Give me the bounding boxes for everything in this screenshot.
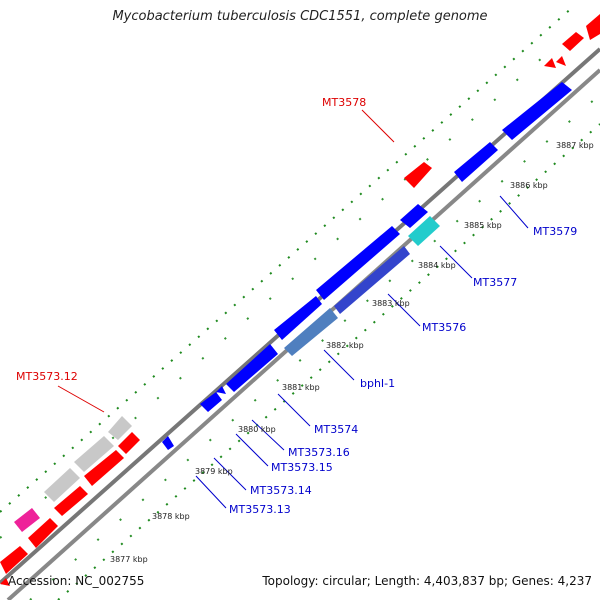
kbp-label: 3881 kbp <box>282 383 320 392</box>
gene-arrow-forward[interactable] <box>28 518 58 548</box>
gene-arrow-forward[interactable] <box>562 32 584 51</box>
outer-guide-line <box>0 5 575 513</box>
kbp-label: 3887 kbp <box>556 141 594 150</box>
gene-arrow-reverse[interactable] <box>274 296 322 340</box>
connector-MT3573-13 <box>195 475 227 509</box>
gene-label-MT3573-16[interactable]: MT3573.16 <box>288 446 350 459</box>
connector-MT3573-12 <box>57 385 105 413</box>
gene-grey[interactable] <box>44 468 80 502</box>
gene-label-MT3573-14[interactable]: MT3573.14 <box>250 484 312 497</box>
gene-label-MT3578[interactable]: MT3578 <box>322 96 366 109</box>
gene-arrow-forward[interactable] <box>586 14 600 40</box>
gene-label-MT3577[interactable]: MT3577 <box>473 276 517 289</box>
kbp-label: 3880 kbp <box>238 425 276 434</box>
gene-grey[interactable] <box>108 416 132 440</box>
gene-MT3578[interactable] <box>404 162 432 188</box>
gene-arrow-forward[interactable] <box>556 56 566 66</box>
gene-label-MT3573-13[interactable]: MT3573.13 <box>229 503 291 516</box>
kbp-label: 3885 kbp <box>464 221 502 230</box>
gene-MT3574[interactable] <box>226 344 278 392</box>
gene-label-MT3573-15[interactable]: MT3573.15 <box>271 461 333 474</box>
gene-label-MT3579[interactable]: MT3579 <box>533 225 577 238</box>
kbp-label: 3877 kbp <box>110 555 148 564</box>
gene-MT3573-16[interactable] <box>200 392 222 412</box>
gene-arrow-forward[interactable] <box>0 546 28 574</box>
kbp-label: 3879 kbp <box>195 467 233 476</box>
gene-bphI-1[interactable] <box>284 308 338 356</box>
gene-arrow-forward[interactable] <box>84 450 124 486</box>
gene-MT3573-13[interactable] <box>162 436 174 450</box>
gene-MT3576[interactable] <box>334 246 410 314</box>
gene-magenta[interactable] <box>14 508 40 532</box>
gene-arrow-forward[interactable] <box>544 58 556 68</box>
connector-MT3579 <box>499 195 529 229</box>
inner-guide-line <box>57 123 600 600</box>
gene-grey[interactable] <box>74 436 114 472</box>
gene-arrow-reverse[interactable] <box>502 82 572 140</box>
gene-arrow-forward[interactable] <box>118 432 140 454</box>
connector-MT3573-15 <box>235 433 269 467</box>
kbp-label: 3882 kbp <box>326 341 364 350</box>
kbp-label: 3878 kbp <box>152 512 190 521</box>
gene-label-MT3574[interactable]: MT3574 <box>314 423 358 436</box>
connector-MT3573-14 <box>213 457 247 491</box>
topology-text: Topology: circular; Length: 4,403,837 bp… <box>262 574 592 588</box>
map-title: Mycobacterium tuberculosis CDC1551, comp… <box>112 9 488 24</box>
connector-MT3574 <box>277 393 311 427</box>
gene-arrow-reverse[interactable] <box>316 226 400 300</box>
kbp-label: 3886 kbp <box>510 181 548 190</box>
gene-arrow-reverse[interactable] <box>400 204 428 228</box>
gene-label-bphI-1[interactable]: bphI-1 <box>360 377 395 390</box>
gene-arrow-forward[interactable] <box>54 486 88 516</box>
gene-MT3577[interactable] <box>408 216 440 246</box>
connector-MT3578 <box>361 109 395 143</box>
gene-arrow-reverse[interactable] <box>216 386 226 394</box>
connector-bphI-1 <box>323 349 355 381</box>
gene-label-MT3573-12[interactable]: MT3573.12 <box>16 370 78 383</box>
connector-MT3576 <box>387 293 421 327</box>
gene-label-MT3576[interactable]: MT3576 <box>422 321 466 334</box>
connector-MT3577 <box>439 245 473 279</box>
kbp-label: 3883 kbp <box>372 299 410 308</box>
major-tick-line-right <box>29 97 597 600</box>
gene-arrow-reverse[interactable] <box>454 142 498 182</box>
gene-arrow-forward[interactable] <box>0 578 10 586</box>
connector-MT3573-16 <box>251 419 285 451</box>
accession-text: Accession: NC_002755 <box>8 574 145 588</box>
kbp-label: 3884 kbp <box>418 261 456 270</box>
